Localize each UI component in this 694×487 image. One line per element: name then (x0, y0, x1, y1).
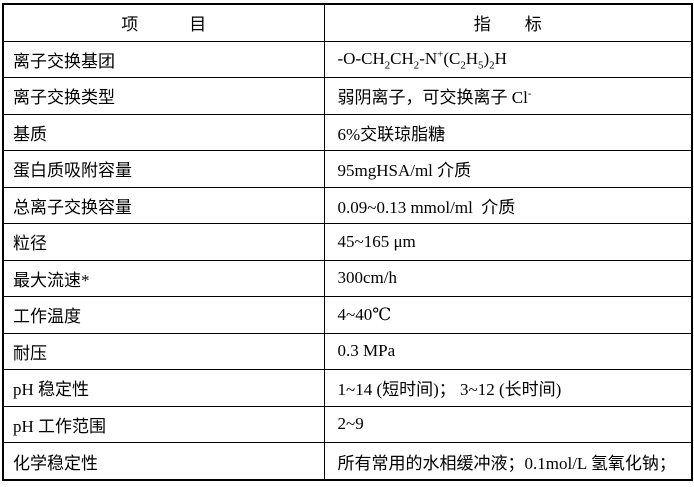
table-row: 基质 6%交联琼脂糖 (2, 113, 693, 152)
value-cell: -O-CH2CH2-N+(C2H5)2H (323, 40, 693, 79)
value-cell: 1~14 (短时间)； 3~12 (长时间) (323, 369, 693, 407)
item-cell: 工作温度 (2, 296, 325, 334)
header-value: 指 标 (323, 3, 693, 42)
item-cell: 化学稳定性 (2, 442, 325, 481)
value-cell: 弱阴离子，可交换离子 Cl- (323, 77, 693, 115)
table-row: 耐压 0.3 MPa (2, 332, 693, 371)
item-cell: pH 稳定性 (2, 369, 325, 407)
value-cell: 0.09~0.13 mmol/ml 介质 (323, 186, 693, 225)
table-row: 离子交换基团 -O-CH2CH2-N+(C2H5)2H (2, 40, 693, 79)
table-row: 工作温度 4~40℃ (2, 296, 693, 334)
table-row: 粒径 45~165 μm (2, 223, 693, 261)
table-row: 离子交换类型 弱阴离子，可交换离子 Cl- (2, 77, 693, 115)
item-cell: 最大流速* (2, 259, 325, 298)
value-cell: 2~9 (323, 405, 693, 444)
table-row: 蛋白质吸附容量 95mgHSA/ml 介质 (2, 150, 693, 188)
item-cell: 总离子交换容量 (2, 186, 325, 225)
value-cell: 300cm/h (323, 259, 693, 298)
table-row: pH 稳定性 1~14 (短时间)； 3~12 (长时间) (2, 369, 693, 407)
header-item: 项 目 (2, 3, 325, 42)
value-cell: 95mgHSA/ml 介质 (323, 150, 693, 188)
item-cell: 离子交换类型 (2, 77, 325, 115)
value-cell: 所有常用的水相缓冲液；0.1mol/L 氢氧化钠； (323, 442, 693, 481)
item-cell: 基质 (2, 113, 325, 152)
item-cell: 蛋白质吸附容量 (2, 150, 325, 188)
item-cell: 耐压 (2, 332, 325, 371)
item-cell: 离子交换基团 (2, 40, 325, 79)
value-cell: 45~165 μm (323, 223, 693, 261)
item-cell: pH 工作范围 (2, 405, 325, 444)
header-row: 项 目 指 标 (2, 3, 693, 42)
table-row: 总离子交换容量 0.09~0.13 mmol/ml 介质 (2, 186, 693, 225)
value-cell: 6%交联琼脂糖 (323, 113, 693, 152)
value-cell: 0.3 MPa (323, 332, 693, 371)
table-row: 化学稳定性 所有常用的水相缓冲液；0.1mol/L 氢氧化钠； (2, 442, 693, 481)
item-cell: 粒径 (2, 223, 325, 261)
table-row: 最大流速* 300cm/h (2, 259, 693, 298)
value-cell: 4~40℃ (323, 296, 693, 334)
table-row: pH 工作范围 2~9 (2, 405, 693, 444)
spec-table: 项 目 指 标 离子交换基团 -O-CH2CH2-N+(C2H5)2H 离子交换… (2, 3, 693, 481)
